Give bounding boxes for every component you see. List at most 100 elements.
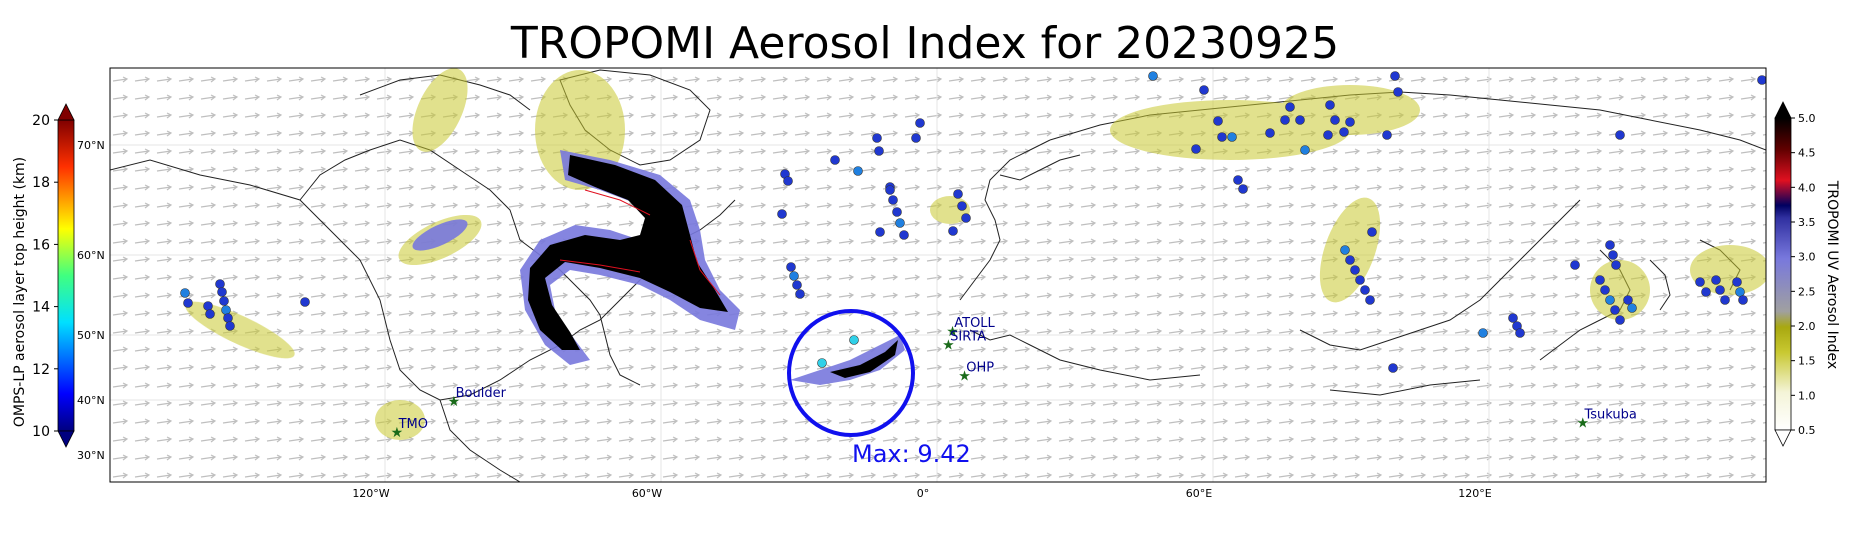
right-colorbar-bottom-extend (1774, 429, 1792, 447)
omps-point (888, 195, 898, 205)
omps-point (1339, 127, 1349, 137)
omps-point (1191, 144, 1201, 154)
left-colorbar: 10 12 14 16 18 20 30°N 40°N 50°N 60°N 70°N OMPS-L… (12, 103, 105, 462)
omps-point (1355, 275, 1365, 285)
left-colorbar-tick-label: 12 (32, 362, 50, 378)
omps-point (1508, 313, 1518, 323)
right-colorbar-tick-label: 2.5 (1798, 285, 1816, 298)
omps-point (1280, 115, 1290, 125)
omps-point (1330, 115, 1340, 125)
omps-point (1738, 295, 1748, 305)
omps-point (789, 271, 799, 281)
map-frame (109, 67, 1767, 483)
omps-point (795, 289, 805, 299)
omps-point (1325, 100, 1335, 110)
right-colorbar-tick-label: 1.5 (1798, 355, 1816, 368)
omps-point (1615, 315, 1625, 325)
omps-point (1600, 285, 1610, 295)
left-colorbar-tick-label: 14 (32, 300, 50, 316)
left-colorbar-tick-label: 10 (32, 424, 50, 440)
longitude-label: 60°E (1186, 487, 1212, 500)
omps-point (1365, 295, 1375, 305)
omps-point (777, 209, 787, 219)
right-colorbar-tick-label: 0.5 (1798, 424, 1816, 437)
omps-point (892, 207, 902, 217)
omps-point (1300, 145, 1310, 155)
longitude-labels: 120°W 60°W 0° 60°E 120°E (352, 487, 1491, 500)
omps-point (205, 309, 215, 319)
right-colorbar-tick-label: 3.5 (1798, 216, 1816, 229)
omps-point (786, 262, 796, 272)
longitude-label: 120°W (352, 487, 389, 500)
station-label: ATOLL (954, 316, 995, 331)
latitude-label: 50°N (77, 329, 105, 342)
omps-point (783, 176, 793, 186)
aerosol-plume-red-speckles (559, 189, 721, 296)
omps-point (1217, 132, 1227, 142)
left-colorbar-bottom-extend (57, 430, 75, 448)
omps-point (1701, 287, 1711, 297)
aerosol-plume-core (528, 155, 898, 378)
omps-point (1757, 75, 1766, 85)
omps-point (217, 287, 227, 297)
max-circle (787, 309, 915, 437)
omps-point (895, 218, 905, 228)
omps-point (1285, 102, 1295, 112)
stations: ★TMO★Boulder★ATOLL★SIRTA★OHP★Tsukuba (391, 316, 1637, 441)
omps-point (1608, 250, 1618, 260)
left-colorbar-top-extend (57, 103, 75, 121)
omps-point (874, 146, 884, 156)
map-area: ★TMO★Boulder★ATOLL★SIRTA★OHP★Tsukuba (110, 68, 1766, 482)
omps-point (1610, 305, 1620, 315)
omps-point (1720, 295, 1730, 305)
omps-point (1388, 363, 1398, 373)
omps-point (961, 213, 971, 223)
omps-point (899, 230, 909, 240)
omps-point (911, 133, 921, 143)
longitude-label: 120°E (1458, 487, 1491, 500)
right-colorbar-tick-label: 5.0 (1798, 112, 1816, 125)
omps-point (1350, 265, 1360, 275)
max-label: Max: 9.42 (852, 440, 971, 468)
omps-point (1367, 227, 1377, 237)
omps-point (885, 185, 895, 195)
omps-point (1265, 128, 1275, 138)
omps-point (817, 358, 827, 368)
left-colorbar-tick-label: 18 (32, 175, 50, 191)
omps-point (792, 280, 802, 290)
omps-point (915, 118, 925, 128)
omps-point (875, 227, 885, 237)
omps-point (1345, 255, 1355, 265)
omps-point (300, 297, 310, 307)
omps-point (872, 133, 882, 143)
figure-title: TROPOMI Aerosol Index for 20230925 (510, 18, 1340, 69)
right-colorbar-top-extend (1774, 101, 1792, 119)
left-colorbar-tick-label: 16 (32, 237, 50, 253)
station-label: Tsukuba (1583, 407, 1636, 422)
omps-point (225, 321, 235, 331)
right-colorbar-label: TROPOMI UV Aerosol Index (1824, 180, 1840, 369)
omps-point (1570, 260, 1580, 270)
omps-point (1605, 295, 1615, 305)
latitude-label: 70°N (77, 139, 105, 152)
omps-point (849, 335, 859, 345)
omps-point (1199, 85, 1209, 95)
left-colorbar-bar (57, 119, 75, 432)
omps-point (1360, 285, 1370, 295)
right-colorbar-tick-label: 4.0 (1798, 181, 1816, 194)
station-marker-icon: ★ (1576, 415, 1589, 431)
omps-point (1323, 130, 1333, 140)
omps-point (183, 298, 193, 308)
station-marker-icon: ★ (946, 324, 959, 340)
right-colorbar-tick-label: 2.0 (1798, 320, 1816, 333)
omps-point (1478, 328, 1488, 338)
longitude-label: 0° (917, 487, 930, 500)
station-marker-icon: ★ (958, 369, 971, 385)
omps-lp-points (180, 71, 1766, 373)
right-colorbar-tick-label: 3.0 (1798, 251, 1816, 264)
omps-point (830, 155, 840, 165)
station-marker-icon: ★ (448, 394, 461, 410)
omps-point (948, 226, 958, 236)
omps-point (1611, 260, 1621, 270)
